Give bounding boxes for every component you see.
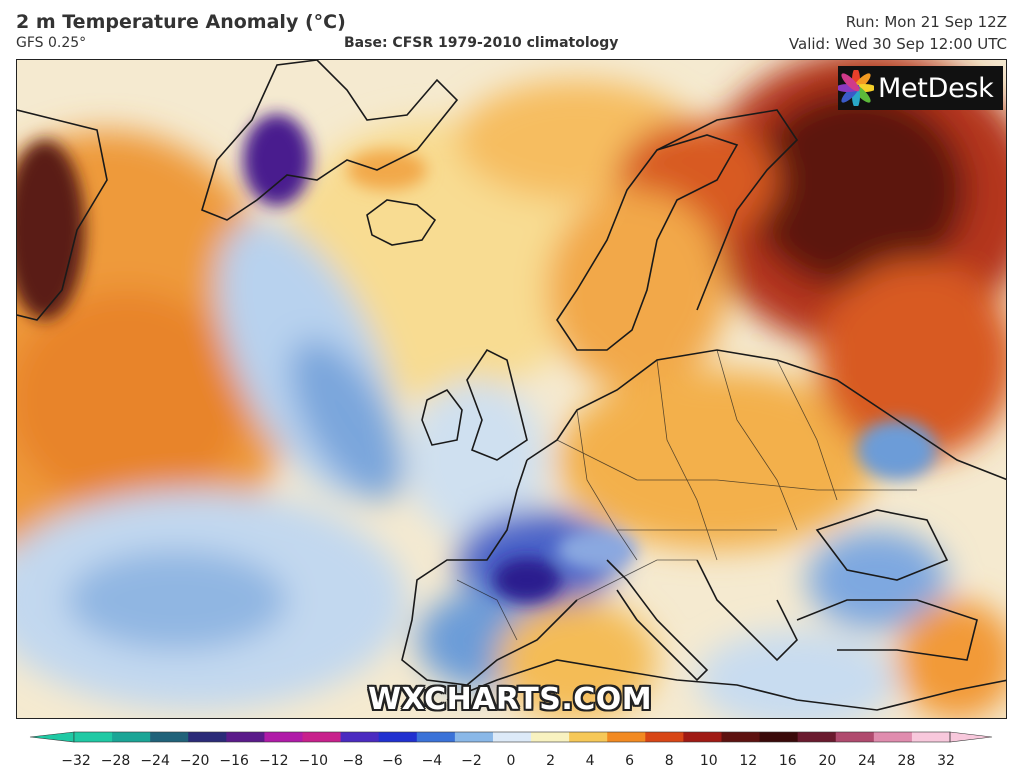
colorbar-tick-label: −2 bbox=[461, 753, 482, 769]
colorbar-tick-label: −20 bbox=[180, 753, 210, 769]
metdesk-flower-icon bbox=[838, 70, 874, 106]
colorbar-min-arrow bbox=[29, 731, 75, 743]
colorbar-segment bbox=[873, 732, 913, 742]
run-time-label: Run: Mon 21 Sep 12Z bbox=[845, 13, 1007, 31]
colorbar-tick-label: −32 bbox=[61, 753, 91, 769]
colorbar-tick-label: −24 bbox=[140, 753, 170, 769]
valid-time-label: Valid: Wed 30 Sep 12:00 UTC bbox=[788, 35, 1007, 53]
colorbar-tick-label: −16 bbox=[219, 753, 249, 769]
colorbar-tick-label: 6 bbox=[625, 753, 634, 769]
colorbar-segment bbox=[607, 732, 646, 742]
colorbar-segment bbox=[340, 732, 380, 742]
colorbar-segment bbox=[569, 732, 608, 742]
colorbar-segment bbox=[74, 732, 113, 742]
model-label: GFS 0.25° bbox=[16, 35, 87, 51]
colorbar-segment bbox=[378, 732, 418, 742]
base-climatology-label: Base: CFSR 1979-2010 climatology bbox=[344, 35, 619, 51]
colorbar-tick-label: −28 bbox=[101, 753, 131, 769]
colorbar-tick-label: −6 bbox=[382, 753, 403, 769]
colorbar-segment bbox=[683, 732, 722, 742]
colorbar-tick-label: 2 bbox=[546, 753, 555, 769]
colorbar-segment bbox=[721, 732, 761, 742]
colorbar-segment bbox=[188, 732, 227, 742]
colorbar-segment bbox=[797, 732, 837, 742]
colorbar-tick-label: 10 bbox=[700, 753, 718, 769]
colorbar-max-arrow bbox=[949, 731, 993, 743]
colorbar-segment bbox=[759, 732, 799, 742]
colorbar-tick-label: −12 bbox=[259, 753, 289, 769]
colorbar: −32 −28 −24 −20 −16 −12 −10 −8 −6 −4 −2 0 2 4 6 8 10 12 16… bbox=[29, 731, 993, 769]
colorbar-tick-label: 0 bbox=[507, 753, 516, 769]
colorbar-segment bbox=[150, 732, 189, 742]
colorbar-tick-label: 8 bbox=[665, 753, 674, 769]
colorbar-segment bbox=[416, 732, 456, 742]
metdesk-logo-text: MetDesk bbox=[878, 72, 994, 104]
colorbar-tick-label: 20 bbox=[818, 753, 836, 769]
colorbar-tick-label: −10 bbox=[298, 753, 328, 769]
colorbar-tick-label: 24 bbox=[858, 753, 876, 769]
colorbar-segment bbox=[492, 732, 532, 742]
colorbar-tick-label: 16 bbox=[779, 753, 797, 769]
colorbar-segment bbox=[645, 732, 684, 742]
colorbar-tick-label: −4 bbox=[422, 753, 443, 769]
anomaly-field bbox=[17, 60, 1006, 718]
temperature-anomaly-map bbox=[16, 59, 1007, 719]
metdesk-logo: MetDesk bbox=[838, 66, 1003, 110]
colorbar-segment bbox=[911, 732, 951, 742]
chart-title: 2 m Temperature Anomaly (°C) bbox=[16, 11, 346, 33]
colorbar-segment bbox=[302, 732, 342, 742]
colorbar-segment bbox=[112, 732, 151, 742]
colorbar-segment bbox=[531, 732, 570, 742]
colorbar-tick-label: −8 bbox=[342, 753, 363, 769]
wxcharts-watermark: WXCHARTS.COM bbox=[368, 682, 653, 717]
colorbar-tick-label: 12 bbox=[739, 753, 757, 769]
colorbar-tick-label: 4 bbox=[586, 753, 595, 769]
colorbar-segment bbox=[264, 732, 304, 742]
colorbar-tick-label: 32 bbox=[937, 753, 955, 769]
colorbar-segment bbox=[454, 732, 494, 742]
colorbar-segment bbox=[226, 732, 265, 742]
colorbar-tick-label: 28 bbox=[898, 753, 916, 769]
colorbar-segment bbox=[835, 732, 875, 742]
